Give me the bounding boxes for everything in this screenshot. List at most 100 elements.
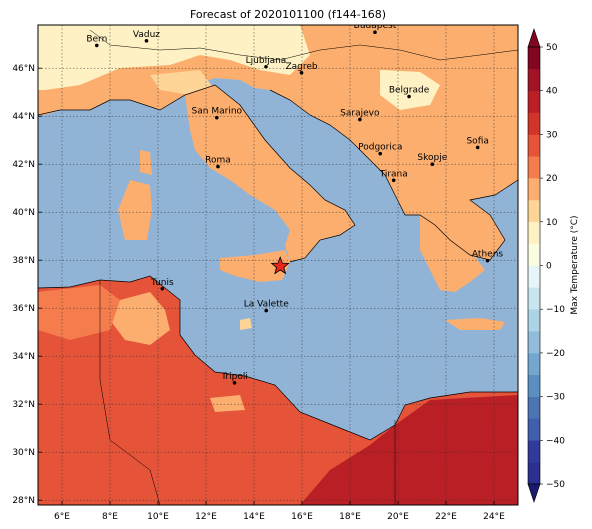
coastline-east <box>269 89 518 261</box>
city-label: Belgrade <box>389 86 430 96</box>
colorbar-segment <box>528 156 540 179</box>
city-label: Tunis <box>150 278 174 288</box>
egypt-hot-zone <box>300 395 518 505</box>
italy-peninsula <box>185 85 355 262</box>
city-label: La Valette <box>244 300 289 310</box>
colorbar-tick-label: 20 <box>546 174 558 184</box>
city-dot <box>391 178 396 183</box>
lat-tick-label: 42°N <box>12 160 35 170</box>
colorbar-tick-label: 30 <box>546 130 558 140</box>
city-dot <box>264 308 269 313</box>
colorbar-segment <box>528 440 540 463</box>
city-label: Ljubljana <box>246 56 287 66</box>
city-label: Sarajevo <box>340 109 380 119</box>
colorbar-segment <box>528 418 540 441</box>
map-frame <box>37 24 519 506</box>
malta-island <box>240 318 252 330</box>
lat-tick-label: 30°N <box>12 448 35 458</box>
lon-tick-label: 6°E <box>54 512 70 522</box>
lon-tick-label: 12°E <box>195 512 217 522</box>
algeria-zone <box>38 285 120 340</box>
city-label: Roma <box>205 156 231 166</box>
lat-tick-label: 44°N <box>12 112 35 122</box>
lon-tick-label: 24°E <box>483 512 505 522</box>
lat-tick-label: 32°N <box>12 400 35 410</box>
colorbar-segment <box>528 352 540 376</box>
tunisia-warm-zone <box>110 292 170 345</box>
lon-tick-label: 20°E <box>387 512 409 522</box>
city-label: Budapest <box>354 21 397 31</box>
colorbar-max-extension <box>527 28 541 48</box>
corsica-island <box>140 150 152 175</box>
city-label: Vaduz <box>133 30 160 40</box>
border-alpine <box>89 29 518 61</box>
colorbar-segment <box>528 47 540 70</box>
colorbar-segment <box>528 134 540 157</box>
colorbar-segment <box>528 221 540 244</box>
city-label: Athens <box>472 250 503 260</box>
border-algeria-libya <box>99 280 161 505</box>
colorbar-segment <box>528 265 540 288</box>
colorbar-segment <box>528 90 540 113</box>
lon-tick-label: 14°E <box>243 512 265 522</box>
city-dot <box>264 64 268 69</box>
crete-island <box>445 318 505 330</box>
lon-tick-label: 8°E <box>102 512 118 522</box>
colorbar-segment <box>528 199 540 223</box>
lat-tick-label: 36°N <box>12 304 35 314</box>
po-valley-zone <box>150 70 215 95</box>
city-dot <box>373 30 377 34</box>
city-dot <box>215 115 219 120</box>
lat-tick-label: 28°N <box>12 496 35 506</box>
colorbar-segment <box>528 396 540 419</box>
colorbar-tick-label: −10 <box>546 305 565 315</box>
city-label: San Marino <box>192 107 243 117</box>
city-dot <box>299 70 304 75</box>
city-label: Podgorica <box>358 143 402 153</box>
colorbar-tick-label: −50 <box>546 480 565 490</box>
lat-tick-label: 46°N <box>12 64 35 74</box>
colorbar-segment <box>528 374 540 397</box>
colorbar-segment <box>528 287 540 310</box>
latitude-tick-labels: 28°N 30°N 32°N 34°N 36°N 38°N 40°N 42°N 44°N 46°N <box>12 64 42 506</box>
colorbar-segment <box>528 243 540 266</box>
colorbar-tick-label: 40 <box>546 87 558 97</box>
city-dot <box>95 43 99 48</box>
colorbar-segment <box>528 178 540 201</box>
colorbar-tick-label: 0 <box>546 262 552 272</box>
greece-peninsula <box>420 215 485 292</box>
colorbar-label: Max Temperature (°C) <box>570 215 580 314</box>
lon-tick-label: 10°E <box>147 512 169 522</box>
city-dot <box>485 258 490 263</box>
colorbar-segment <box>528 112 540 135</box>
balkan-cool-zone <box>380 70 440 110</box>
colorbar-tick-label: −30 <box>546 393 565 403</box>
city-label: Tirana <box>379 169 408 179</box>
sicily-island <box>220 250 290 282</box>
colorbar-segment <box>528 309 540 332</box>
city-label: Sofia <box>466 136 488 146</box>
sardinia-island <box>118 180 152 240</box>
city-dot <box>358 117 362 122</box>
lat-tick-label: 38°N <box>12 256 35 266</box>
longitude-tick-labels: 6°E 8°E 10°E 12°E 14°E 16°E 18°E 20°E 22°E 24°E <box>54 501 505 522</box>
coastline-south <box>38 275 518 441</box>
city-dot <box>144 39 149 43</box>
city-label: Tripoli <box>220 372 248 382</box>
lon-tick-label: 18°E <box>339 512 361 522</box>
lon-tick-label: 16°E <box>291 512 313 522</box>
star-marker <box>270 256 290 275</box>
colorbar-segment <box>528 331 540 354</box>
city-label: Zagreb <box>285 62 317 72</box>
city-dot <box>216 164 220 169</box>
lat-tick-label: 34°N <box>12 352 35 362</box>
graticule <box>38 25 518 505</box>
city-dot <box>407 94 411 99</box>
colorbar-tick-label: 10 <box>546 218 558 228</box>
map-title: Forecast of 2020101100 (f144-168) <box>190 8 386 21</box>
lon-tick-label: 22°E <box>435 512 457 522</box>
colorbar-tick-label: −40 <box>546 436 565 446</box>
